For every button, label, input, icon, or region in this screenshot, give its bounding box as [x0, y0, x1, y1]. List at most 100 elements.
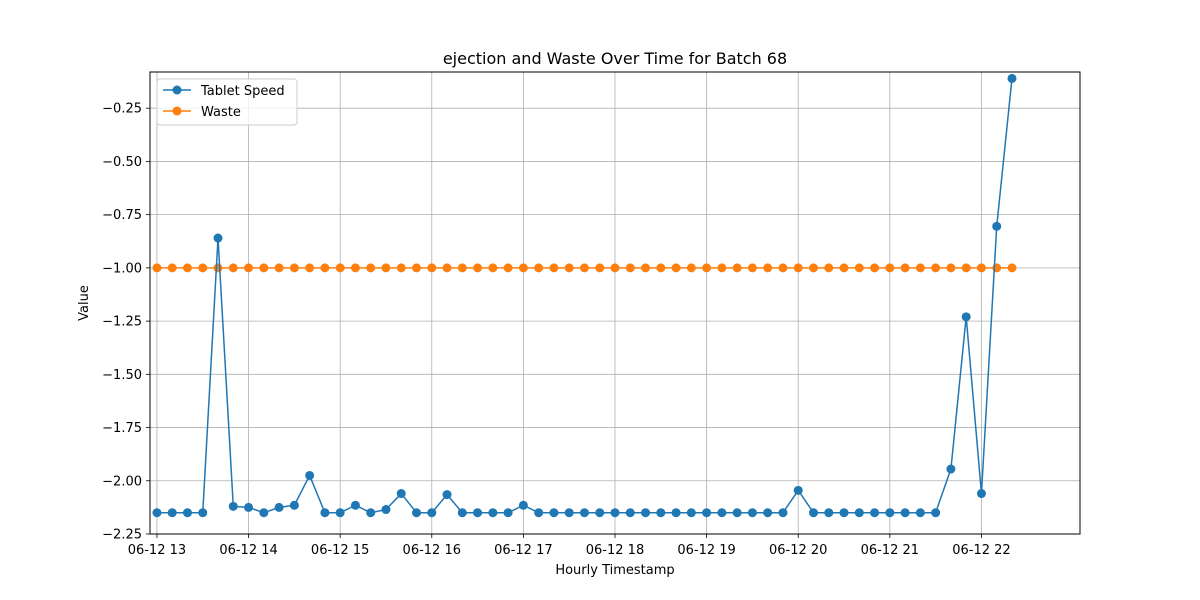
data-point-tablet-speed	[289, 500, 299, 510]
y-tick-label: −1.75	[102, 421, 142, 436]
data-point-waste	[457, 263, 467, 273]
data-point-tablet-speed	[641, 508, 651, 518]
data-point-waste	[671, 263, 681, 273]
data-point-tablet-speed	[824, 508, 834, 518]
data-point-tablet-speed	[473, 508, 483, 518]
data-point-waste	[870, 263, 880, 273]
y-tick-label: −1.00	[102, 261, 142, 276]
data-point-tablet-speed	[244, 502, 254, 512]
data-point-waste	[228, 263, 238, 273]
data-point-waste	[244, 263, 254, 273]
data-point-waste	[915, 263, 925, 273]
data-point-tablet-speed	[625, 508, 635, 518]
data-point-waste	[717, 263, 727, 273]
data-point-tablet-speed	[427, 508, 437, 518]
y-tick-label: −0.75	[102, 208, 142, 223]
data-point-tablet-speed	[198, 508, 208, 518]
data-point-tablet-speed	[396, 489, 406, 499]
data-point-tablet-speed	[488, 508, 498, 518]
data-point-tablet-speed	[961, 312, 971, 322]
data-point-waste	[473, 263, 483, 273]
data-point-waste	[442, 263, 452, 273]
legend-box	[156, 78, 298, 126]
data-point-waste	[763, 263, 773, 273]
y-tick-label: −0.50	[102, 155, 142, 170]
data-point-waste	[534, 263, 544, 273]
data-point-waste	[366, 263, 376, 273]
data-point-tablet-speed	[228, 501, 238, 511]
data-point-waste	[732, 263, 742, 273]
data-point-tablet-speed	[534, 508, 544, 518]
data-point-tablet-speed	[549, 508, 559, 518]
data-point-waste	[961, 263, 971, 273]
data-point-tablet-speed	[870, 508, 880, 518]
data-point-waste	[885, 263, 895, 273]
data-point-waste	[381, 263, 391, 273]
data-point-tablet-speed	[992, 221, 1002, 231]
data-point-waste	[808, 263, 818, 273]
data-point-waste	[213, 263, 223, 273]
data-point-tablet-speed	[686, 508, 696, 518]
data-point-waste	[564, 263, 574, 273]
series-tablet-speed	[152, 73, 1017, 518]
x-axis-label: Hourly Timestamp	[555, 563, 674, 578]
data-point-waste	[946, 263, 956, 273]
data-point-tablet-speed	[763, 508, 773, 518]
data-point-waste	[259, 263, 269, 273]
data-point-waste	[686, 263, 696, 273]
data-point-waste	[595, 263, 605, 273]
data-point-waste	[778, 263, 788, 273]
data-point-tablet-speed	[793, 485, 803, 495]
data-point-tablet-speed	[320, 508, 330, 518]
data-point-tablet-speed	[915, 508, 925, 518]
data-point-tablet-speed	[671, 508, 681, 518]
x-tick-label: 06-12 20	[769, 543, 827, 558]
data-point-waste	[274, 263, 284, 273]
data-point-tablet-speed	[702, 508, 712, 518]
data-point-waste	[549, 263, 559, 273]
data-point-waste	[427, 263, 437, 273]
data-point-tablet-speed	[839, 508, 849, 518]
data-point-tablet-speed	[457, 508, 467, 518]
data-point-tablet-speed	[808, 508, 818, 518]
data-point-waste	[839, 263, 849, 273]
data-point-waste	[854, 263, 864, 273]
x-axis: 06-12 13 06-12 14 06-12 15 06-12 16 06-12 17…	[128, 534, 1011, 558]
data-point-waste	[656, 263, 666, 273]
y-tick-label: −1.50	[102, 368, 142, 383]
data-point-tablet-speed	[167, 508, 177, 518]
data-point-tablet-speed	[900, 508, 910, 518]
y-axis-label: Value	[77, 285, 92, 321]
legend-label-waste: Waste	[201, 105, 241, 120]
series-waste	[152, 263, 1017, 273]
data-point-waste	[793, 263, 803, 273]
legend: Tablet Speed Waste	[156, 78, 298, 126]
data-point-tablet-speed	[610, 508, 620, 518]
data-point-tablet-speed	[152, 508, 162, 518]
x-tick-label: 06-12 15	[311, 543, 369, 558]
data-point-waste	[412, 263, 422, 273]
data-point-tablet-speed	[274, 502, 284, 512]
y-tick-label: −2.00	[102, 474, 142, 489]
data-point-tablet-speed	[518, 500, 528, 510]
data-point-tablet-speed	[595, 508, 605, 518]
chart-title: ejection and Waste Over Time for Batch 6…	[443, 49, 787, 68]
x-tick-label: 06-12 22	[952, 543, 1010, 558]
data-point-tablet-speed	[366, 508, 376, 518]
series-layer	[152, 73, 1017, 518]
data-point-waste	[518, 263, 528, 273]
y-tick-label: −0.25	[102, 102, 142, 117]
data-point-waste	[198, 263, 208, 273]
legend-marker-tablet-speed	[172, 85, 182, 95]
data-point-tablet-speed	[579, 508, 589, 518]
data-point-tablet-speed	[747, 508, 757, 518]
legend-marker-waste	[172, 106, 182, 116]
data-point-tablet-speed	[946, 464, 956, 474]
data-point-waste	[747, 263, 757, 273]
x-tick-label: 06-12 19	[677, 543, 735, 558]
data-point-tablet-speed	[778, 508, 788, 518]
data-point-waste	[152, 263, 162, 273]
data-point-waste	[335, 263, 345, 273]
x-tick-label: 06-12 14	[219, 543, 277, 558]
data-point-waste	[503, 263, 513, 273]
